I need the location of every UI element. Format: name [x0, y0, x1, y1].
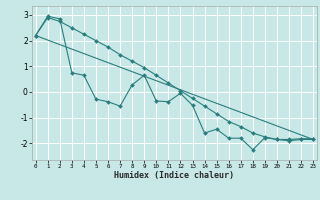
X-axis label: Humidex (Indice chaleur): Humidex (Indice chaleur) — [115, 171, 234, 180]
